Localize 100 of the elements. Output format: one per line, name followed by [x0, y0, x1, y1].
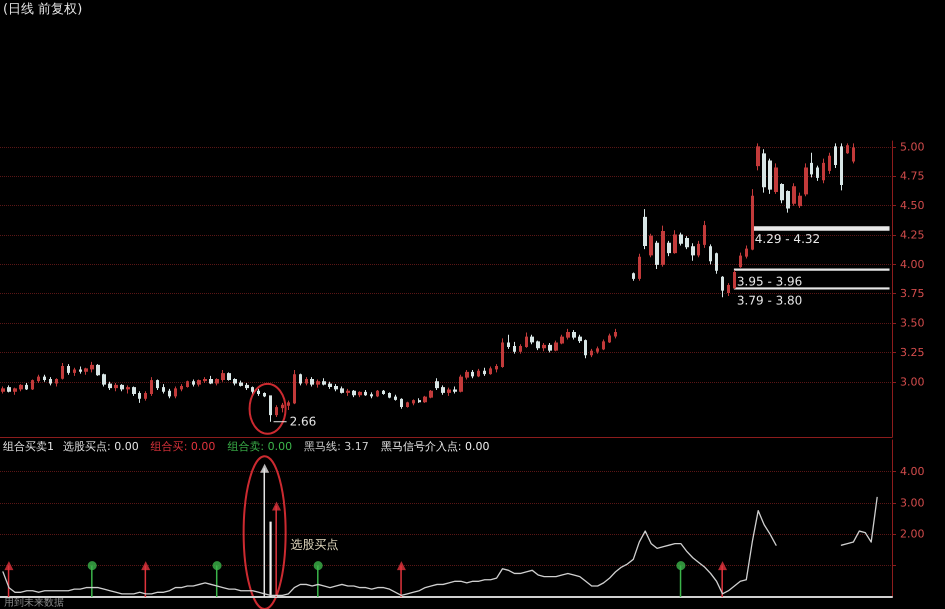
candlestick: [370, 392, 373, 399]
candlestick: [67, 364, 70, 376]
candlestick: [168, 388, 171, 399]
candlestick: [519, 344, 522, 354]
y-tick-label: 4.25: [900, 228, 924, 242]
candlestick: [13, 387, 17, 396]
candlestick: [162, 384, 165, 394]
point: [314, 561, 323, 570]
candlestick: [79, 366, 82, 374]
candlestick: [745, 245, 748, 259]
y-tick-label: 3.75: [900, 287, 924, 300]
candlestick: [441, 384, 445, 396]
candlestick: [465, 370, 469, 380]
y-tick-label: 4.75: [900, 170, 924, 183]
candlestick: [548, 342, 552, 353]
candlestick: [661, 225, 665, 268]
candlestick: [346, 388, 350, 396]
candlestick: [7, 384, 11, 393]
candlestick: [192, 378, 195, 387]
y-tick-label: 5.00: [900, 140, 924, 154]
band-label: 4.29 - 4.32: [754, 232, 820, 246]
candlestick: [150, 376, 153, 396]
y-tick-label: 3.00: [900, 375, 924, 388]
candlestick: [269, 395, 272, 422]
candlestick: [632, 272, 635, 282]
candlestick: [239, 380, 243, 387]
candlestick: [102, 373, 106, 387]
candlestick: [293, 370, 296, 405]
candlestick: [560, 334, 564, 345]
candlestick: [507, 334, 510, 350]
candlestick: [197, 378, 201, 387]
candlestick: [762, 148, 766, 194]
candlestick: [221, 370, 225, 382]
candlestick: [709, 244, 712, 265]
candlestick: [846, 142, 849, 154]
candlestick: [774, 162, 778, 194]
y-tick-label: 3.00: [900, 496, 924, 510]
candlestick: [673, 230, 677, 254]
candlestick: [358, 390, 362, 398]
point: [676, 561, 686, 570]
candlestick: [572, 330, 576, 340]
candlestick: [685, 236, 689, 250]
candlestick: [31, 378, 34, 391]
candlestick: [25, 382, 28, 391]
candlestick: [786, 190, 790, 214]
candlestick: [299, 373, 302, 386]
candlestick: [132, 386, 136, 396]
candlestick: [554, 340, 558, 352]
candlestick: [667, 240, 671, 257]
point: [212, 561, 222, 570]
candlestick: [643, 208, 647, 250]
candlestick: [822, 158, 825, 184]
band-label: 3.95 - 3.96: [736, 274, 802, 289]
candlestick: [566, 328, 570, 340]
candlestick: [691, 242, 695, 262]
candlestick: [90, 361, 94, 373]
candlestick: [768, 158, 772, 194]
candlestick: [215, 378, 219, 386]
candlestick: [43, 374, 46, 382]
candlestick: [156, 378, 159, 391]
candlestick: [388, 392, 391, 399]
y-tick-label: 4.00: [900, 258, 924, 271]
candlestick: [322, 378, 326, 386]
candlestick: [584, 339, 587, 359]
candlestick: [679, 232, 683, 246]
candlestick: [1, 386, 5, 394]
candlestick: [400, 398, 403, 410]
candlestick: [435, 378, 439, 391]
point: [141, 561, 150, 570]
candlestick: [477, 368, 480, 378]
point: [4, 561, 14, 570]
candlestick: [459, 374, 463, 393]
text: 黑马信号介入点: 0.00: [380, 440, 490, 453]
candlestick: [245, 382, 249, 391]
candlestick: [483, 367, 486, 376]
candlestick: [126, 384, 130, 394]
y-tick-label: 4.00: [900, 464, 924, 478]
candlestick: [209, 375, 213, 385]
candlestick: [513, 341, 516, 354]
candlestick: [792, 182, 796, 206]
candlestick: [602, 339, 605, 351]
candlestick: [727, 282, 730, 297]
band-label: 3.79 - 3.80: [736, 293, 802, 308]
candlestick: [340, 386, 344, 394]
text: 组合卖: 0.00: [227, 440, 292, 453]
candlestick: [697, 240, 700, 258]
text: 选股买点: 0.00: [63, 440, 139, 453]
candlestick: [756, 142, 760, 171]
candlestick: [525, 332, 528, 348]
candlestick: [96, 364, 100, 376]
candlestick: [305, 376, 308, 386]
candlestick: [49, 376, 52, 386]
candlestick: [257, 388, 260, 396]
chart-title: (日线 前复权): [3, 2, 82, 17]
annotation: 2.66: [290, 414, 316, 429]
point: [260, 464, 270, 473]
candlestick: [55, 378, 58, 387]
candlestick: [471, 370, 474, 379]
candlestick: [721, 276, 724, 298]
candlestick: [530, 334, 534, 345]
